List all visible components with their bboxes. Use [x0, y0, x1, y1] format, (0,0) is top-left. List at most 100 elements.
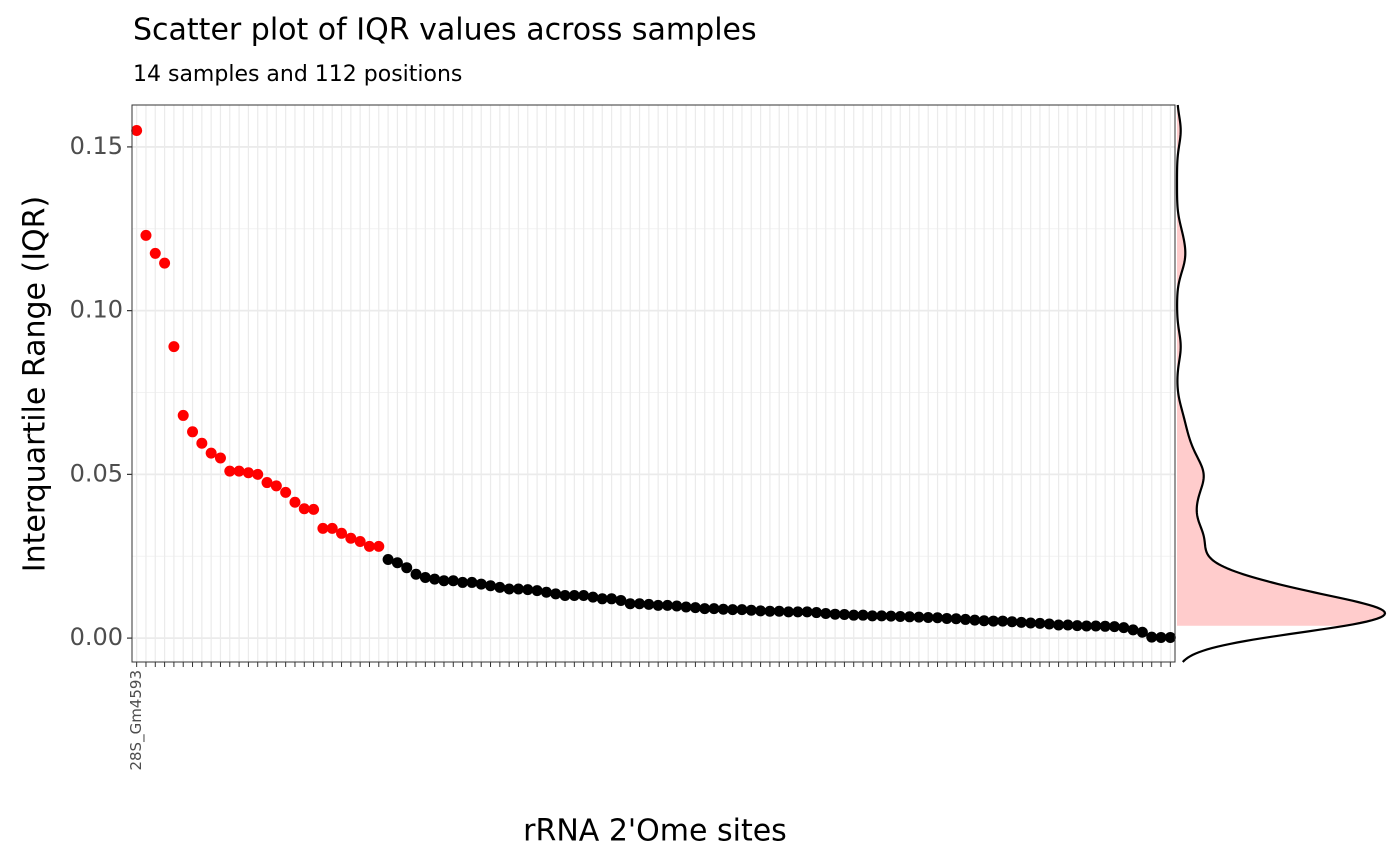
point	[894, 610, 906, 622]
point	[252, 468, 264, 480]
point	[764, 605, 776, 617]
point	[522, 584, 534, 596]
point	[1062, 619, 1074, 631]
point	[308, 503, 320, 515]
point	[689, 602, 701, 614]
point	[941, 612, 953, 624]
point	[1034, 617, 1046, 629]
density-highlight	[1177, 105, 1385, 626]
point	[866, 610, 878, 622]
point	[987, 615, 999, 627]
point	[736, 604, 748, 616]
point	[671, 600, 683, 612]
point	[457, 576, 469, 588]
point	[540, 586, 552, 598]
point	[196, 437, 208, 449]
point	[345, 532, 357, 544]
point	[857, 609, 869, 621]
point	[810, 607, 822, 619]
point	[959, 613, 971, 625]
panel-border	[131, 104, 1176, 663]
point	[661, 599, 673, 611]
point	[559, 590, 571, 602]
y-tick-label: 0.00	[70, 623, 123, 651]
point	[466, 576, 478, 588]
point	[1108, 621, 1120, 633]
point	[131, 125, 143, 137]
point	[1053, 619, 1065, 631]
point	[354, 535, 366, 547]
point	[205, 447, 217, 459]
point	[717, 603, 729, 615]
point	[187, 426, 199, 438]
point	[159, 257, 171, 269]
point	[233, 465, 245, 477]
point	[1164, 631, 1176, 643]
point	[652, 599, 664, 611]
point	[1118, 622, 1130, 634]
point	[382, 554, 394, 566]
point	[606, 593, 618, 605]
density-curve	[1175, 104, 1387, 663]
point	[531, 585, 543, 597]
point	[550, 588, 562, 600]
point	[913, 611, 925, 623]
point	[317, 522, 329, 534]
point	[410, 568, 422, 580]
chart-title: Scatter plot of IQR values across sample…	[133, 13, 757, 48]
point	[885, 610, 897, 622]
point	[1015, 616, 1027, 628]
point	[783, 606, 795, 618]
y-tick-label: 0.10	[70, 296, 123, 324]
point	[643, 598, 655, 610]
point	[429, 573, 441, 585]
point	[792, 606, 804, 618]
point	[615, 594, 627, 606]
y-axis-title: Interquartile Range (IQR)	[18, 196, 53, 572]
point	[391, 557, 403, 569]
point	[568, 590, 580, 602]
point	[336, 527, 348, 539]
point	[634, 598, 646, 610]
point	[578, 590, 590, 602]
y-tick-label: 0.15	[70, 132, 123, 160]
point	[838, 609, 850, 621]
point	[708, 603, 720, 615]
point	[149, 247, 161, 259]
point	[755, 605, 767, 617]
point	[419, 572, 431, 584]
point	[289, 496, 301, 508]
point	[1081, 620, 1093, 632]
point	[438, 575, 450, 587]
point	[587, 591, 599, 603]
point	[168, 341, 180, 353]
point	[447, 575, 459, 587]
point	[969, 614, 981, 626]
point	[950, 613, 962, 625]
point	[270, 480, 282, 492]
point	[1071, 620, 1083, 632]
chart-subtitle: 14 samples and 112 positions	[133, 62, 462, 87]
point	[904, 611, 916, 623]
point	[1006, 616, 1018, 628]
point	[512, 583, 524, 595]
point	[401, 562, 413, 574]
point	[727, 604, 739, 616]
x-tick-label: 28S_Gm4593	[127, 670, 146, 771]
point	[745, 604, 757, 616]
point	[699, 603, 711, 615]
point	[280, 486, 292, 498]
point	[997, 615, 1009, 627]
point	[1025, 617, 1037, 629]
point	[820, 608, 832, 620]
point	[876, 610, 888, 622]
point	[1155, 631, 1167, 643]
point	[801, 606, 813, 618]
point	[922, 611, 934, 623]
point	[224, 465, 236, 477]
point	[326, 522, 338, 534]
point	[485, 580, 497, 592]
point	[503, 583, 515, 595]
point	[242, 467, 254, 479]
